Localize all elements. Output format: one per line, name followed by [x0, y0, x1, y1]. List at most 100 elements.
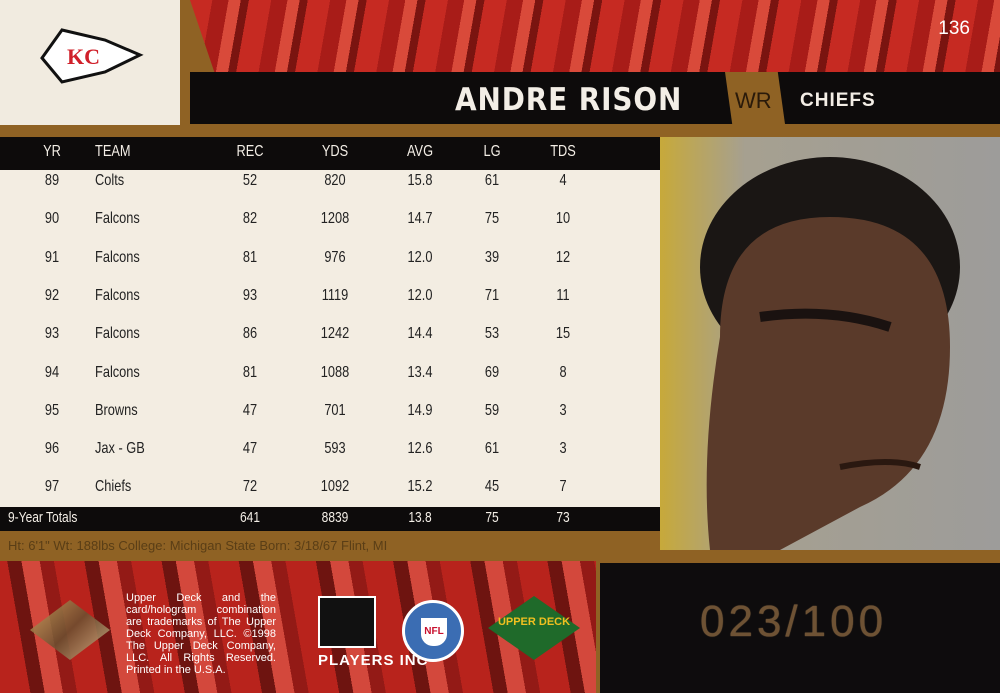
stat-cell: 92	[44, 286, 60, 304]
column-header: REC	[236, 143, 264, 160]
name-bar	[190, 72, 1000, 124]
stat-cell: 72	[242, 478, 258, 496]
stat-cell: Falcons	[95, 286, 140, 304]
serial-box	[600, 563, 1000, 693]
stat-cell: Falcons	[95, 210, 140, 228]
stat-cell: Falcons	[95, 325, 140, 343]
stat-cell: 47	[242, 401, 258, 419]
stat-cell: 95	[44, 401, 60, 419]
nfl-shield-icon: NFL	[421, 618, 447, 646]
stat-cell: 14.9	[407, 401, 433, 419]
serial-number: 023/100	[700, 597, 888, 646]
stat-cell: 93	[44, 325, 60, 343]
stat-cell: 75	[484, 210, 500, 228]
stat-cell: Browns	[95, 401, 138, 419]
totals-cell: 8839	[321, 509, 349, 526]
stat-cell: 1119	[321, 286, 349, 304]
stat-cell: 12.0	[407, 286, 433, 304]
stat-cell: 701	[324, 401, 346, 419]
stat-cell: 1208	[320, 210, 350, 228]
players-inc-logo	[318, 596, 376, 648]
crowd-photo-top	[190, 0, 1000, 72]
bio-strip	[0, 531, 660, 561]
totals-cell: 73	[556, 509, 570, 526]
player-name: ANDRE RISON	[455, 82, 683, 118]
player-position: WR	[735, 88, 772, 113]
stat-cell: 15.2	[407, 478, 433, 496]
stat-cell: 96	[44, 440, 60, 458]
stat-cell: 3	[559, 401, 567, 419]
players-inc-text: PLAYERS INC	[318, 652, 429, 669]
stat-cell: 45	[484, 478, 500, 496]
stat-cell: 15	[555, 325, 571, 343]
stat-cell: 8	[559, 363, 567, 381]
stat-cell: 1088	[320, 363, 350, 381]
stat-cell: 12	[555, 248, 571, 266]
team-logo-text: KC	[67, 44, 100, 69]
totals-cell: 75	[485, 509, 499, 526]
player-team: CHIEFS	[800, 90, 876, 111]
totals-cell: 641	[239, 509, 261, 526]
column-header: YDS	[321, 143, 349, 160]
stat-cell: 39	[484, 248, 500, 266]
column-header: YR	[43, 143, 61, 160]
stat-cell: Falcons	[95, 248, 140, 266]
stat-cell: 14.7	[407, 210, 433, 228]
player-portrait	[700, 157, 960, 550]
player-photo	[660, 137, 1000, 550]
team-logo-panel: KC	[0, 0, 180, 125]
stat-cell: 1092	[320, 478, 350, 496]
stat-cell: 976	[324, 248, 346, 266]
stat-cell: 59	[484, 401, 500, 419]
player-bio: Ht: 6'1" Wt: 188lbs College: Michigan St…	[8, 538, 388, 553]
column-header: TDS	[550, 143, 576, 160]
stat-cell: 94	[44, 363, 60, 381]
stat-cell: 3	[559, 440, 567, 458]
position-slot	[725, 72, 785, 124]
legal-text: Upper Deck and the card/hologram combina…	[126, 592, 276, 676]
stat-cell: 13.4	[407, 363, 433, 381]
stats-table	[0, 137, 660, 530]
stat-cell: Falcons	[95, 363, 140, 381]
stat-cell: 4	[559, 172, 567, 189]
stat-cell: 82	[242, 210, 258, 228]
stat-cell: 15.8	[407, 172, 433, 189]
stats-table-header	[0, 137, 660, 170]
chiefs-arrowhead-logo: KC	[40, 28, 144, 84]
stat-cell: 71	[484, 286, 500, 304]
stat-cell: 53	[484, 325, 500, 343]
gold-divider	[0, 125, 1000, 137]
stat-cell: 593	[324, 440, 346, 458]
stat-cell: Colts	[95, 172, 125, 189]
stat-cell: 1242	[320, 325, 350, 343]
stat-cell: 86	[242, 325, 258, 343]
column-header: LG	[483, 143, 501, 160]
stat-cell: 12.0	[407, 248, 433, 266]
column-header: TEAM	[95, 143, 131, 160]
totals-label: 9-Year Totals	[8, 509, 78, 526]
upper-deck-logo-text: UPPER DECK	[497, 616, 571, 628]
stat-cell: 12.6	[407, 440, 433, 458]
stat-cell: Chiefs	[95, 478, 132, 496]
stat-cell: 89	[44, 172, 60, 189]
stat-cell: 97	[44, 478, 60, 496]
stat-cell: 91	[44, 248, 60, 266]
stat-cell: 69	[484, 363, 500, 381]
stat-cell: 61	[484, 172, 500, 189]
totals-cell: 13.8	[408, 509, 432, 526]
stat-cell: 7	[559, 478, 567, 496]
stat-cell: 14.4	[407, 325, 433, 343]
stat-cell: 81	[242, 248, 258, 266]
stat-cell: 11	[556, 286, 570, 304]
stat-cell: Jax - GB	[95, 440, 145, 458]
card-number: 136	[938, 18, 970, 39]
stat-cell: 820	[324, 172, 346, 189]
stat-cell: 90	[44, 210, 60, 228]
stats-table-totals	[0, 507, 660, 531]
stat-cell: 61	[484, 440, 500, 458]
stat-cell: 52	[242, 172, 258, 189]
stat-cell: 93	[242, 286, 258, 304]
stat-cell: 47	[242, 440, 258, 458]
stat-cell: 81	[242, 363, 258, 381]
column-header: AVG	[406, 143, 434, 160]
